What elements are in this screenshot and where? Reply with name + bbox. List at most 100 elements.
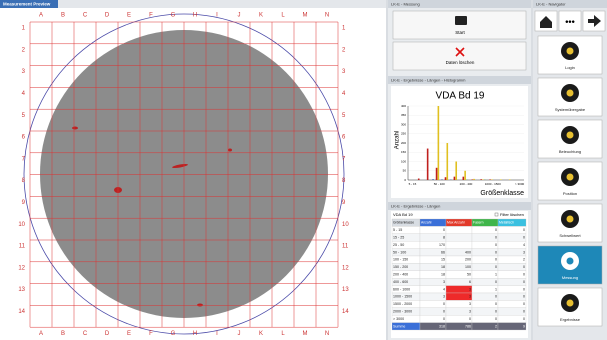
column-label: A	[39, 13, 43, 19]
x-tick-label: 1000 - 1500	[485, 182, 501, 186]
column-label: B	[61, 331, 65, 337]
nav-icon-glyph	[566, 299, 574, 307]
nav-label: Schwellwert	[559, 233, 581, 238]
cell-text: 2000 - 3000	[393, 309, 412, 313]
cell-text: 0	[495, 309, 497, 313]
cell	[497, 241, 527, 249]
cell-text: 0	[495, 302, 497, 306]
row-label: 11	[342, 244, 349, 250]
row-label: 7	[22, 156, 26, 162]
row-label: 13	[342, 287, 349, 293]
column-header: Fasern	[473, 221, 484, 225]
cell-text: 1000 - 1500	[393, 295, 412, 299]
cell-text: 4	[523, 243, 525, 247]
row-label: 6	[342, 135, 346, 141]
nav-label: Ergebnisse	[560, 317, 581, 322]
cell-text: 200 - 400	[393, 272, 408, 276]
column-label: G	[171, 13, 176, 19]
cell-text: 0	[495, 228, 497, 232]
histogram-bar	[464, 170, 466, 180]
cell-text: 0	[523, 309, 525, 313]
histogram-bar	[480, 179, 482, 180]
row-label: 5	[22, 113, 26, 119]
cell-text: 0	[443, 317, 445, 321]
row-label: 8	[342, 178, 346, 184]
row-label: 1	[342, 26, 346, 32]
row-label: 14	[342, 309, 349, 315]
particle	[197, 303, 203, 307]
x-tick-label: > 3000	[515, 182, 525, 186]
cell	[497, 226, 527, 234]
y-tick-label: 150	[401, 150, 406, 154]
row-label: 13	[18, 287, 25, 293]
cell-text: 0	[443, 228, 445, 232]
x-tick-label: 50 - 100	[434, 182, 445, 186]
cell-text: 15 - 25	[393, 235, 404, 239]
cell	[445, 241, 473, 249]
panel-title: LK-E - Ergebnisse - Längen - Histogramm	[391, 78, 466, 83]
histogram-bar	[435, 167, 438, 180]
cell-text: Summe	[393, 324, 405, 328]
cell-text: 100	[465, 265, 471, 269]
nav-label: Messung	[562, 275, 578, 280]
column-label: M	[303, 13, 308, 19]
nav-label: Login	[565, 65, 575, 70]
filter-outline	[23, 13, 345, 335]
y-axis-label: Anzahl	[395, 131, 401, 149]
cell-text: 0	[495, 235, 497, 239]
column-label: N	[325, 331, 329, 337]
column-header: Anzahl	[421, 221, 432, 225]
button-label: Start	[455, 30, 465, 35]
cell-text: 0	[523, 272, 525, 276]
cell-text: 3	[469, 302, 471, 306]
tab[interactable]	[0, 0, 58, 8]
column-label: N	[325, 13, 329, 19]
row-label: 3	[342, 69, 346, 75]
row-label: 7	[342, 156, 346, 162]
cell-text: 0	[523, 295, 525, 299]
cell-text: 100 - 150	[393, 258, 408, 262]
filter-checkbox[interactable]	[494, 212, 499, 217]
cell-text: 25 - 50	[393, 243, 404, 247]
histogram-bar	[462, 176, 465, 180]
row-label: 12	[18, 265, 25, 271]
y-tick-label: 350	[401, 113, 406, 117]
cell-text: 0	[495, 258, 497, 262]
row-label: 14	[18, 309, 25, 315]
cell	[497, 300, 527, 308]
cell-text: 318	[439, 324, 445, 328]
cell-text: 170	[439, 243, 445, 247]
cell-text: 0	[523, 302, 525, 306]
more-button[interactable]	[558, 10, 582, 32]
panel-header	[533, 0, 607, 8]
cell-text: 3	[523, 250, 525, 254]
cell-text: 9	[523, 324, 525, 328]
tab-bar	[0, 0, 386, 8]
cell	[497, 270, 527, 279]
row-label: 11	[19, 244, 26, 250]
histogram-bar	[444, 177, 447, 180]
histogram-bar	[500, 179, 502, 180]
cell-text: 1	[495, 287, 497, 291]
y-tick-label: 50	[403, 169, 407, 173]
clear-button[interactable]	[392, 41, 527, 71]
x-tick-label: 200 - 400	[460, 182, 473, 186]
column-label: B	[61, 13, 65, 19]
cell	[497, 263, 527, 271]
panel-header	[388, 202, 531, 210]
column-label: K	[259, 331, 263, 337]
histogram-bar	[482, 179, 484, 180]
clear-icon	[455, 47, 465, 57]
cell-text: > 3000	[393, 317, 404, 321]
row-label: 10	[342, 222, 349, 228]
cell	[497, 248, 527, 257]
nav-icon-glyph	[566, 89, 574, 97]
y-tick-label: 100	[401, 159, 406, 163]
cell-text: 0	[469, 317, 471, 321]
cell-text: 400	[465, 250, 471, 254]
cell-text: 8	[443, 235, 445, 239]
cell-text: 2	[495, 324, 497, 328]
cell-text: 0	[495, 295, 497, 299]
y-tick-label: 400	[401, 104, 406, 108]
cell-text: 3	[443, 295, 445, 299]
